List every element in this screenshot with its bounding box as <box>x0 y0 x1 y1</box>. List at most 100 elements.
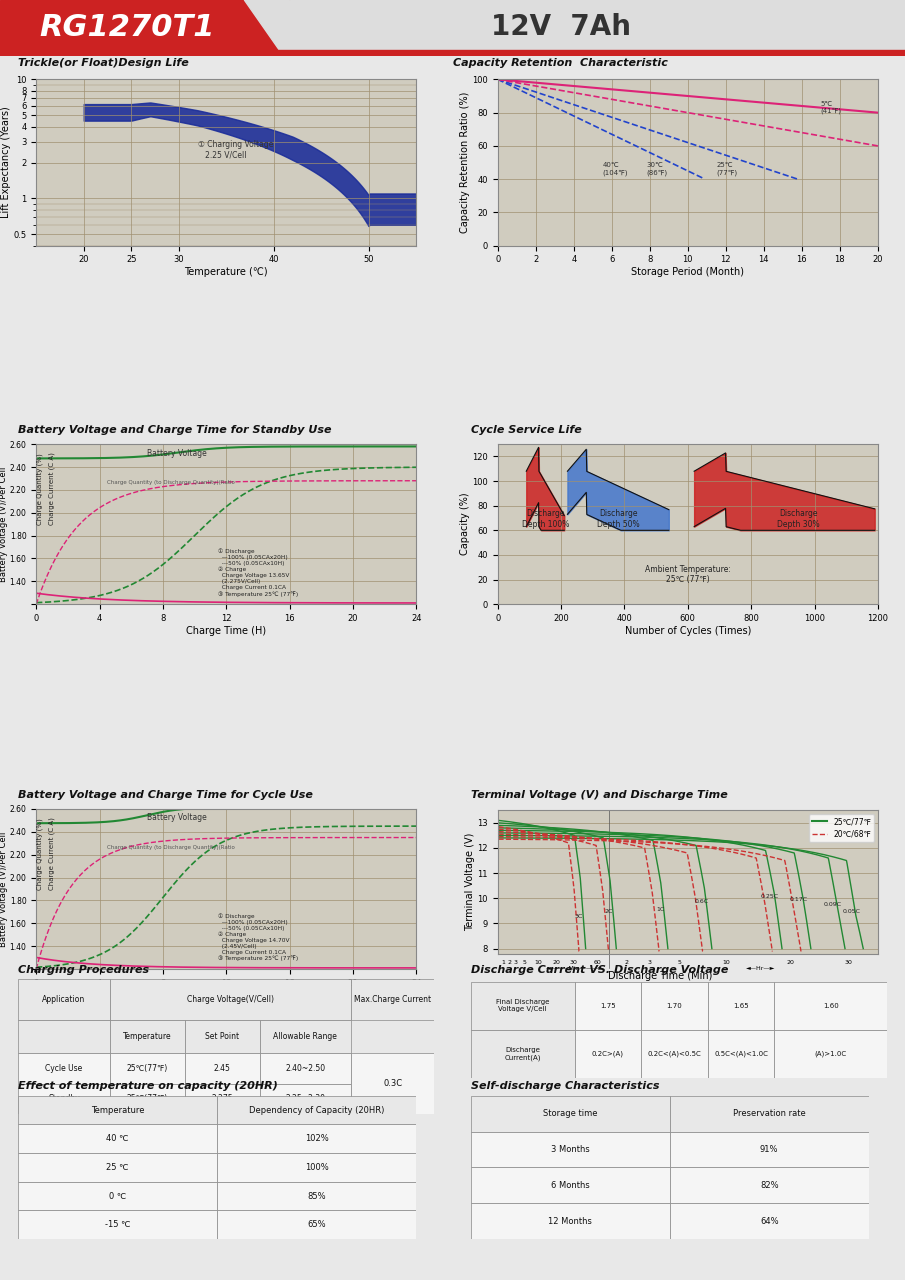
Bar <box>18 1053 110 1084</box>
Text: 0.17C: 0.17C <box>790 897 808 902</box>
Text: 1.65: 1.65 <box>733 1002 749 1009</box>
Text: 1.60: 1.60 <box>823 1002 839 1009</box>
Text: RG1270T1: RG1270T1 <box>39 13 214 41</box>
Bar <box>670 1203 869 1239</box>
Text: 10: 10 <box>722 960 729 965</box>
Text: 1.75: 1.75 <box>600 1002 615 1009</box>
Text: 0 ℃: 0 ℃ <box>109 1192 127 1201</box>
Y-axis label: Battery Voltage (V)/Per Cell: Battery Voltage (V)/Per Cell <box>0 831 8 947</box>
Bar <box>471 1096 670 1132</box>
Bar <box>110 1084 185 1114</box>
Text: 0.5C<(A)<1.0C: 0.5C<(A)<1.0C <box>714 1051 768 1057</box>
Bar <box>0 50 905 56</box>
Y-axis label: Capacity (%): Capacity (%) <box>460 493 470 556</box>
Text: 3C: 3C <box>575 914 583 919</box>
Text: Max.Charge Current: Max.Charge Current <box>354 995 432 1004</box>
Text: 64%: 64% <box>760 1216 778 1226</box>
Text: 0.09C: 0.09C <box>824 902 842 906</box>
Bar <box>670 1167 869 1203</box>
Text: 30: 30 <box>570 960 577 965</box>
Text: 85%: 85% <box>308 1192 326 1201</box>
Text: Charge Quantity (%): Charge Quantity (%) <box>36 453 43 525</box>
Text: 100%: 100% <box>305 1162 329 1172</box>
Text: Charge Current (C A): Charge Current (C A) <box>49 818 55 890</box>
Bar <box>471 982 575 1029</box>
Bar <box>471 1029 575 1078</box>
Text: Battery Voltage and Charge Time for Standby Use: Battery Voltage and Charge Time for Stan… <box>18 425 331 435</box>
Text: 6 Months: 6 Months <box>551 1180 589 1190</box>
Bar <box>217 1124 416 1153</box>
Bar <box>110 1019 185 1053</box>
Text: Discharge
Depth 30%: Discharge Depth 30% <box>777 509 820 529</box>
Text: 1C: 1C <box>657 906 665 911</box>
Bar <box>775 982 887 1029</box>
Text: 5: 5 <box>677 960 681 965</box>
Bar <box>471 1203 670 1239</box>
Text: Charge Voltage(V/Cell): Charge Voltage(V/Cell) <box>187 995 274 1004</box>
Text: 0.3C: 0.3C <box>383 1079 403 1088</box>
X-axis label: Number of Cycles (Times): Number of Cycles (Times) <box>624 626 751 636</box>
Text: Battery Voltage and Charge Time for Cycle Use: Battery Voltage and Charge Time for Cycl… <box>18 790 313 800</box>
Text: Battery Voltage: Battery Voltage <box>147 448 207 457</box>
Text: 40℃
(104℉): 40℃ (104℉) <box>603 163 628 175</box>
Text: ① Discharge
  —100% (0.05CAx20H)
  ---50% (0.05CAx10H)
② Charge
  Charge Voltage: ① Discharge —100% (0.05CAx20H) ---50% (0… <box>218 549 299 596</box>
Bar <box>575 1029 642 1078</box>
Text: Temperature: Temperature <box>123 1032 171 1041</box>
Text: 12 Months: 12 Months <box>548 1216 592 1226</box>
Text: 5℃
(41℉): 5℃ (41℉) <box>821 101 842 114</box>
Text: 60: 60 <box>594 960 601 965</box>
Bar <box>290 0 905 51</box>
Bar <box>18 1181 217 1211</box>
Bar <box>217 1181 416 1211</box>
Text: 1.70: 1.70 <box>667 1002 682 1009</box>
X-axis label: Charge Time (H): Charge Time (H) <box>186 991 266 1001</box>
Text: ◄———Min———►: ◄———Min———► <box>546 966 604 972</box>
Text: 20: 20 <box>786 960 794 965</box>
Text: Storage time: Storage time <box>543 1108 597 1119</box>
Text: Discharge
Depth 50%: Discharge Depth 50% <box>596 509 640 529</box>
Text: 2.25~2.30: 2.25~2.30 <box>285 1094 325 1103</box>
Bar <box>18 979 110 1019</box>
Bar <box>471 1167 670 1203</box>
Text: 102%: 102% <box>305 1134 329 1143</box>
Y-axis label: Terminal Voltage (V): Terminal Voltage (V) <box>464 833 474 931</box>
Bar <box>18 1084 110 1114</box>
Bar <box>351 1053 434 1114</box>
Text: 30℃
(86℉): 30℃ (86℉) <box>646 163 667 175</box>
Text: Charge Current (C A): Charge Current (C A) <box>49 453 55 525</box>
Text: Effect of temperature on capacity (20HR): Effect of temperature on capacity (20HR) <box>18 1080 278 1091</box>
Text: 0.2C<(A)<0.5C: 0.2C<(A)<0.5C <box>648 1051 701 1057</box>
Text: Terminal Voltage (V) and Discharge Time: Terminal Voltage (V) and Discharge Time <box>471 790 728 800</box>
Text: 25℃(77℉): 25℃(77℉) <box>127 1064 167 1073</box>
Text: ① Discharge
  —100% (0.05CAx20H)
  ---50% (0.05CAx10H)
② Charge
  Charge Voltage: ① Discharge —100% (0.05CAx20H) ---50% (0… <box>218 914 299 961</box>
Bar <box>217 1096 416 1124</box>
Bar <box>670 1096 869 1132</box>
Text: Standby: Standby <box>48 1094 80 1103</box>
Text: Capacity Retention  Characteristic: Capacity Retention Characteristic <box>452 58 667 68</box>
Bar <box>260 1019 351 1053</box>
Text: 0.05C: 0.05C <box>843 909 861 914</box>
Bar <box>18 1211 217 1239</box>
Bar <box>185 1053 260 1084</box>
Bar <box>110 1053 185 1084</box>
Text: 25℃
(77℉): 25℃ (77℉) <box>717 163 738 175</box>
Bar <box>18 1019 110 1053</box>
Text: Temperature: Temperature <box>90 1106 145 1115</box>
Bar <box>18 1124 217 1153</box>
Text: ① Charging Voltage
   2.25 V/Cell: ① Charging Voltage 2.25 V/Cell <box>197 141 273 160</box>
X-axis label: Storage Period (Month): Storage Period (Month) <box>632 268 744 278</box>
Text: Cycle Use: Cycle Use <box>45 1064 82 1073</box>
Text: Cycle Service Life: Cycle Service Life <box>471 425 581 435</box>
Text: 2: 2 <box>508 960 511 965</box>
Bar <box>642 982 708 1029</box>
Bar <box>217 1211 416 1239</box>
Text: 0.6C: 0.6C <box>695 900 709 904</box>
Bar <box>260 1084 351 1114</box>
Text: Ambient Temperature:
25℃ (77℉): Ambient Temperature: 25℃ (77℉) <box>645 564 730 584</box>
Bar <box>185 1019 260 1053</box>
Text: 2.45: 2.45 <box>214 1064 231 1073</box>
Text: 3 Months: 3 Months <box>551 1144 589 1155</box>
Text: 2.40~2.50: 2.40~2.50 <box>285 1064 326 1073</box>
Text: Allowable Range: Allowable Range <box>273 1032 338 1041</box>
Text: 0.2C>(A): 0.2C>(A) <box>592 1051 624 1057</box>
